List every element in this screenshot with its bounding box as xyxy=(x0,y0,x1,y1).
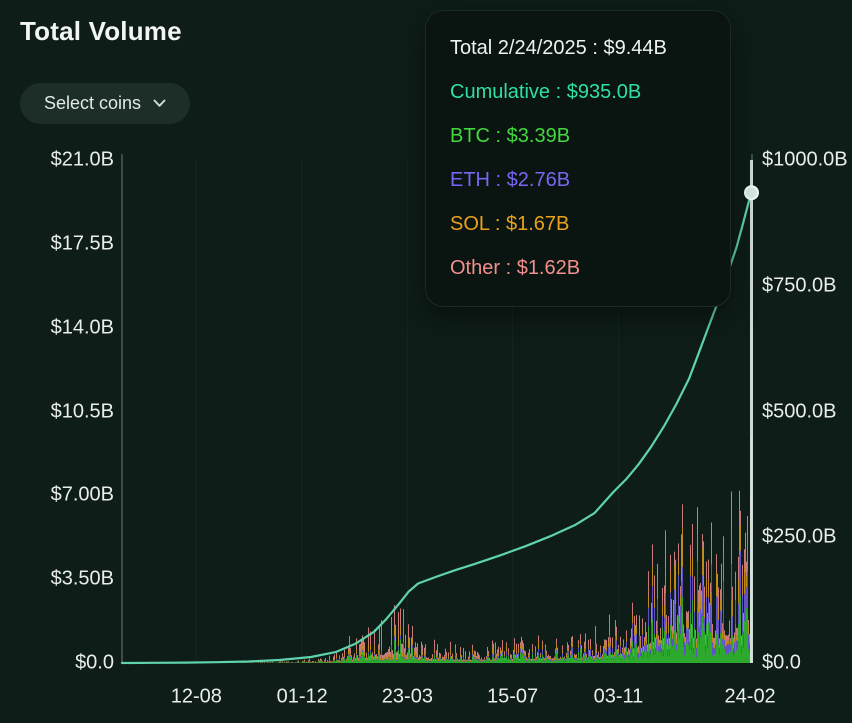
x-axis-label: 03-11 xyxy=(593,685,644,708)
tooltip-row-btc: BTC : $3.39B xyxy=(450,124,571,147)
y-axis-left-label: $0.0 xyxy=(75,651,114,674)
y-axis-left-label: $10.5B xyxy=(50,400,114,422)
tooltip-title: Total 2/24/2025 : $9.44B xyxy=(450,36,667,59)
select-coins-button[interactable]: Select coins xyxy=(20,83,191,124)
stacked-volume-bars xyxy=(124,436,752,663)
x-axis-label: 23-03 xyxy=(381,685,433,708)
tooltip-row-eth: ETH : $2.76B xyxy=(450,168,571,191)
tooltip-row-cumulative: Cumulative : $935.0B xyxy=(450,80,642,103)
y-axis-left-label: $21.0B xyxy=(50,148,114,171)
page-title: Total Volume xyxy=(20,16,182,46)
y-axis-right-label: $0.0 xyxy=(762,651,801,674)
y-axis-right-label: $750.0B xyxy=(762,274,837,297)
y-axis-left-label: $17.5B xyxy=(50,232,114,255)
cumulative-line xyxy=(120,191,754,665)
y-axis-left-label: $7.00B xyxy=(50,483,114,506)
y-axis-right-label: $500.0B xyxy=(762,400,837,422)
tooltip-row-sol: SOL : $1.67B xyxy=(450,212,570,235)
chart-tooltip: Total 2/24/2025 : $9.44B Cumulative : $9… xyxy=(425,10,731,307)
select-coins-label: Select coins xyxy=(44,93,142,113)
y-axis-left-label: $14.0B xyxy=(50,316,114,339)
x-axis-label: 15-07 xyxy=(487,685,539,708)
x-axis-label: 01-12 xyxy=(276,685,328,708)
tooltip-row-other: Other : $1.62B xyxy=(450,256,581,279)
x-axis-label: 24-02 xyxy=(724,685,776,708)
tooltip-rows: Cumulative : $935.0B BTC : $3.39B ETH : $2… xyxy=(450,70,706,290)
y-axis-right-label: $250.0B xyxy=(762,525,837,548)
highlight-dot xyxy=(744,185,759,201)
y-axis-left-label: $3.50B xyxy=(50,567,114,590)
chevron-down-icon xyxy=(153,99,166,107)
x-axis-label: 12-08 xyxy=(170,685,222,708)
y-axis-right-label: $1000.0B xyxy=(762,148,848,171)
